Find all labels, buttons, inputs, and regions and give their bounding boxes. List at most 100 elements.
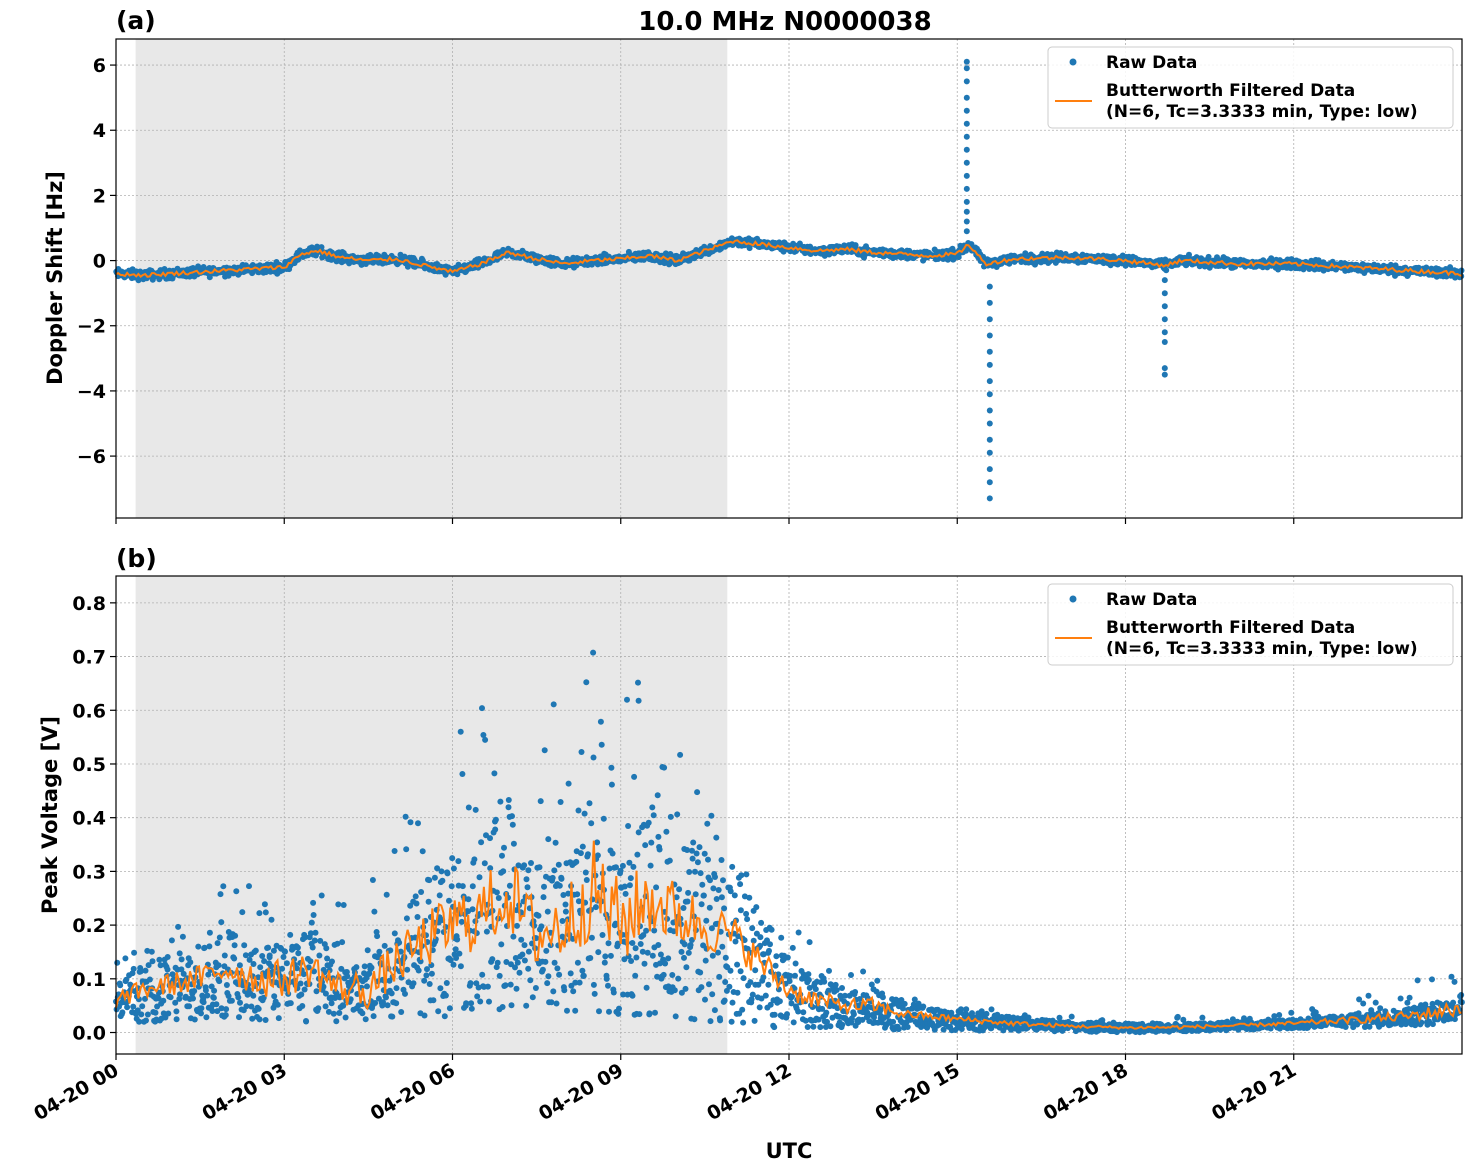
raw-point [190, 995, 196, 1002]
x-tick-label: 04-20 21 [1208, 1059, 1300, 1125]
raw-point [686, 869, 693, 875]
raw-point [142, 967, 149, 974]
raw-point [312, 929, 319, 936]
raw-point [317, 937, 324, 944]
raw-point [324, 955, 331, 962]
raw-point [383, 994, 389, 1001]
raw-point [364, 983, 370, 990]
raw-point [608, 764, 615, 771]
raw-spike-point [1161, 277, 1168, 284]
raw-point [765, 981, 772, 988]
raw-point [625, 823, 632, 829]
raw-point [728, 1018, 735, 1025]
raw-point [722, 954, 729, 961]
raw-point [1382, 1008, 1389, 1015]
raw-point [237, 999, 243, 1006]
raw-point [823, 1009, 830, 1016]
raw-point [266, 952, 273, 959]
raw-point [632, 972, 639, 979]
raw-point [708, 812, 715, 819]
raw-point [450, 961, 457, 968]
raw-point [656, 846, 663, 853]
raw-point [228, 997, 235, 1004]
raw-point [674, 811, 681, 818]
raw-point [201, 944, 208, 951]
raw-point [653, 884, 660, 891]
raw-point [175, 923, 182, 930]
raw-point [792, 972, 798, 979]
raw-point [415, 967, 422, 974]
raw-point [877, 1007, 884, 1014]
raw-spike-point [986, 449, 993, 456]
raw-point [613, 864, 619, 871]
raw-point [602, 953, 609, 960]
raw-point [983, 1010, 990, 1017]
raw-point [123, 976, 130, 983]
raw-point [340, 902, 347, 908]
raw-point [603, 975, 610, 982]
raw-point [223, 1006, 230, 1013]
raw-point [642, 842, 649, 849]
raw-point [643, 927, 650, 934]
raw-point [622, 890, 629, 897]
raw-point [758, 995, 765, 1002]
raw-point [313, 988, 320, 995]
raw-point [122, 955, 129, 962]
raw-point [694, 789, 701, 796]
raw-point [570, 988, 577, 995]
raw-point [523, 1002, 530, 1009]
raw-point [439, 877, 446, 884]
raw-point [221, 952, 228, 959]
y-tick-label: 0.5 [72, 754, 106, 776]
raw-point [381, 942, 388, 949]
raw-point [704, 820, 711, 827]
raw-point [145, 962, 152, 969]
raw-point [719, 943, 726, 950]
raw-point [790, 1019, 797, 1026]
raw-point [231, 942, 238, 949]
raw-point [898, 997, 905, 1003]
raw-point [574, 959, 581, 966]
raw-point [839, 985, 845, 991]
raw-point [173, 1016, 180, 1023]
raw-point [620, 991, 627, 998]
raw-point [521, 957, 528, 964]
raw-spike-point [1161, 339, 1168, 345]
raw-point [456, 950, 463, 957]
raw-point [280, 954, 287, 960]
raw-point [1366, 1023, 1373, 1030]
raw-point [1342, 1024, 1349, 1030]
figure-title: 10.0 MHz N0000038 [638, 7, 931, 37]
raw-point [370, 1013, 377, 1020]
raw-point [444, 870, 451, 877]
raw-spike-point [986, 436, 993, 443]
raw-point [627, 875, 634, 882]
raw-point [963, 1006, 970, 1013]
y-tick-label: 2 [93, 185, 106, 207]
raw-point [309, 944, 316, 951]
raw-point [698, 984, 705, 991]
raw-point [579, 967, 586, 974]
raw-point [597, 718, 604, 725]
raw-point [545, 836, 552, 843]
raw-point [576, 979, 583, 986]
raw-point [172, 999, 179, 1006]
raw-point [614, 940, 621, 947]
raw-point [856, 996, 863, 1002]
raw-point [672, 1013, 679, 1020]
raw-spike-point [963, 146, 970, 153]
raw-point [827, 1023, 834, 1030]
raw-point [786, 978, 793, 985]
raw-point [295, 950, 302, 957]
raw-point [117, 982, 124, 989]
raw-spike-point [963, 159, 970, 166]
raw-point [557, 799, 564, 805]
raw-point [236, 962, 243, 969]
raw-point [583, 679, 590, 686]
panel-b-label: (b) [116, 544, 157, 573]
raw-point [391, 848, 398, 854]
raw-point [776, 998, 783, 1005]
raw-point [675, 975, 682, 982]
raw-point [573, 858, 580, 865]
